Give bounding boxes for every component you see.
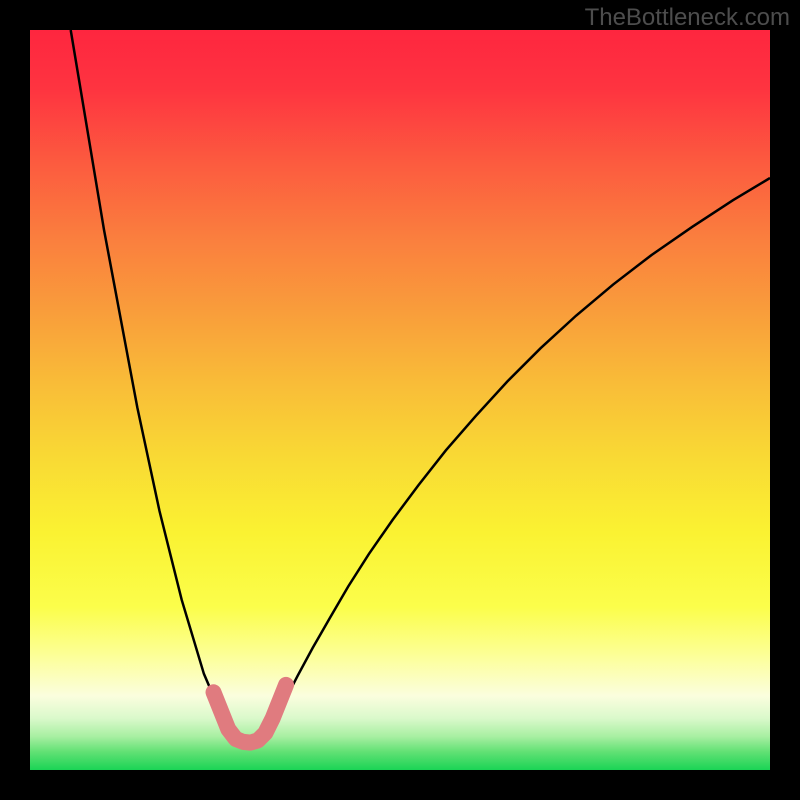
plot-area [30,30,770,770]
watermark-text: TheBottleneck.com [585,4,790,32]
chart-svg [30,30,770,770]
chart-frame: TheBottleneck.com [0,0,800,800]
gradient-background [30,30,770,770]
